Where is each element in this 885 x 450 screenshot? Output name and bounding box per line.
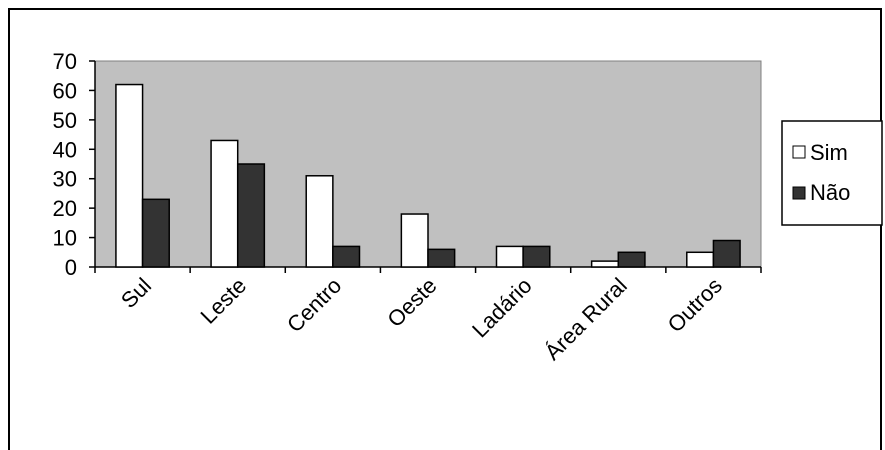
bar-nao-5 <box>617 251 646 268</box>
bar-sim-2 <box>305 175 334 268</box>
x-category-label: Leste <box>196 273 252 329</box>
bar-nao-6 <box>712 239 741 268</box>
legend-swatch-sim <box>792 145 806 159</box>
x-category-label: Oeste <box>382 273 441 332</box>
y-tick-label: 20 <box>53 196 77 221</box>
y-tick-label: 60 <box>53 78 77 103</box>
y-tick-label: 30 <box>53 167 77 192</box>
bar-sim-4 <box>495 245 524 268</box>
bar-nao-0 <box>141 198 170 268</box>
x-category-label: Ladário <box>467 273 537 343</box>
legend-box <box>781 120 883 226</box>
y-axis: 0 10 20 30 40 50 60 70 <box>53 49 96 280</box>
x-category-label: Sul <box>116 273 156 313</box>
bar-sim-3 <box>400 213 429 268</box>
y-tick-label: 40 <box>53 137 77 162</box>
legend-label-sim: Sim <box>810 140 848 165</box>
bar-nao-1 <box>236 163 266 268</box>
y-tick-label: 0 <box>65 255 77 280</box>
bars <box>115 83 741 268</box>
bar-sim-5 <box>590 260 620 268</box>
bar-sim-0 <box>115 83 144 268</box>
y-tick-label: 70 <box>53 49 77 74</box>
category-labels: Sul Leste Centro Oeste Ladário Área Rural Outr… <box>116 273 727 365</box>
bar-nao-3 <box>427 248 456 268</box>
y-tick-label: 10 <box>53 226 77 251</box>
x-category-label: Área Rural <box>540 273 632 365</box>
bar-nao-4 <box>522 245 551 268</box>
legend-label-nao: Não <box>810 180 850 205</box>
legend: Sim Não <box>781 120 883 226</box>
x-axis <box>94 266 762 273</box>
legend-swatch-nao <box>792 186 806 200</box>
chart-frame <box>8 8 882 450</box>
x-category-label: Centro <box>282 273 346 337</box>
bar-sim-6 <box>686 251 715 268</box>
y-tick-label: 50 <box>53 108 77 133</box>
bar-nao-2 <box>332 245 361 268</box>
x-category-label: Outros <box>663 273 727 337</box>
bar-sim-1 <box>210 139 239 268</box>
